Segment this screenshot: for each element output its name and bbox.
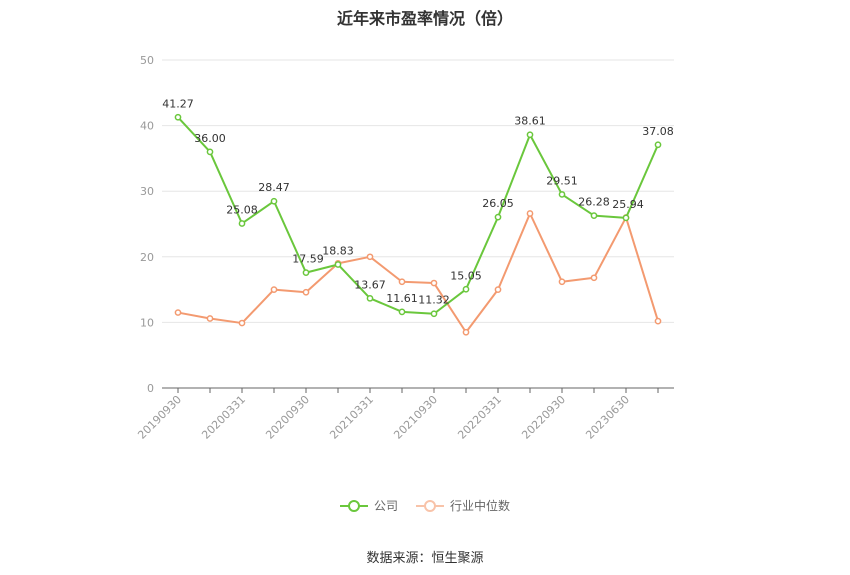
data-point (398, 308, 406, 316)
data-label: 26.28 (578, 196, 610, 209)
data-point (430, 310, 438, 318)
data-point (654, 141, 662, 149)
series-line-1 (177, 212, 659, 334)
y-tick-label: 50 (140, 54, 154, 67)
axes: 0 10 20 30 40 50 20190930 20200331 20200930 20210… (135, 54, 674, 442)
legend-company-marker (339, 499, 368, 512)
legend-item-industry-median[interactable]: 行业中位数 (416, 497, 510, 514)
data-label: 11.61 (386, 292, 418, 305)
y-tick-label: 10 (140, 316, 154, 329)
x-tick-label: 20220331 (455, 393, 504, 442)
x-tick-label: 20210930 (391, 393, 440, 442)
data-point (334, 261, 342, 268)
data-label: 36.00 (194, 132, 226, 145)
data-label: 13.67 (354, 278, 386, 291)
data-point (270, 286, 278, 293)
data-point (622, 214, 630, 222)
data-label: 18.83 (322, 244, 354, 257)
x-tick-label: 20220930 (519, 393, 568, 442)
data-point (174, 309, 182, 316)
data-label: 26.05 (482, 197, 514, 210)
data-label: 38.61 (514, 115, 546, 128)
data-label: 25.94 (612, 198, 644, 211)
data-point (174, 113, 182, 121)
x-tick-label: 20230630 (583, 393, 632, 442)
data-label: 29.51 (546, 174, 578, 187)
data-point (462, 285, 470, 293)
data-label: 11.32 (418, 294, 450, 307)
data-label: 15.05 (450, 269, 482, 282)
y-tick-label: 20 (140, 251, 154, 264)
legend: 公司 行业中位数 (0, 497, 850, 514)
data-point (270, 197, 278, 205)
data-point (526, 131, 534, 139)
data-source: 数据来源：恒生聚源 (366, 551, 484, 566)
data-point (494, 286, 502, 293)
data-point (398, 278, 406, 286)
grid (162, 59, 674, 323)
y-tick-label: 0 (147, 382, 154, 395)
data-point (526, 210, 534, 217)
data-point (558, 278, 566, 286)
data-point (206, 315, 214, 322)
data-point (590, 274, 598, 282)
y-tick-label: 30 (140, 185, 154, 198)
data-point (654, 317, 662, 325)
data-label: 28.47 (258, 181, 290, 194)
legend-industry-marker (416, 499, 444, 512)
chart-title: 近年来市盈率情况（倍） (336, 9, 513, 28)
data-point (558, 191, 566, 198)
data-point (238, 319, 246, 327)
legend-company-label: 公司 (373, 499, 398, 513)
data-point (366, 253, 374, 261)
data-label: 25.08 (226, 203, 258, 216)
y-tick-label: 40 (140, 120, 154, 133)
x-tick-label: 20200930 (263, 393, 312, 442)
x-tick-label: 20190930 (135, 393, 184, 442)
data-point (206, 148, 214, 156)
data-label: 37.08 (642, 125, 674, 138)
series-layer (174, 113, 662, 336)
data-point (238, 220, 246, 227)
x-tick-label: 20200331 (199, 393, 248, 442)
data-point (590, 212, 598, 219)
data-point (302, 288, 310, 296)
x-tick-label: 20210331 (327, 393, 376, 442)
data-point (366, 294, 374, 302)
legend-industry-label: 行业中位数 (450, 499, 511, 513)
data-point (462, 328, 470, 336)
legend-item-company[interactable]: 公司 (339, 497, 398, 514)
data-point (302, 269, 310, 276)
data-point (430, 279, 438, 287)
series-line-0 (177, 116, 659, 315)
data-point (494, 213, 502, 221)
data-label: 41.27 (162, 97, 194, 110)
data-label: 17.59 (292, 253, 324, 266)
